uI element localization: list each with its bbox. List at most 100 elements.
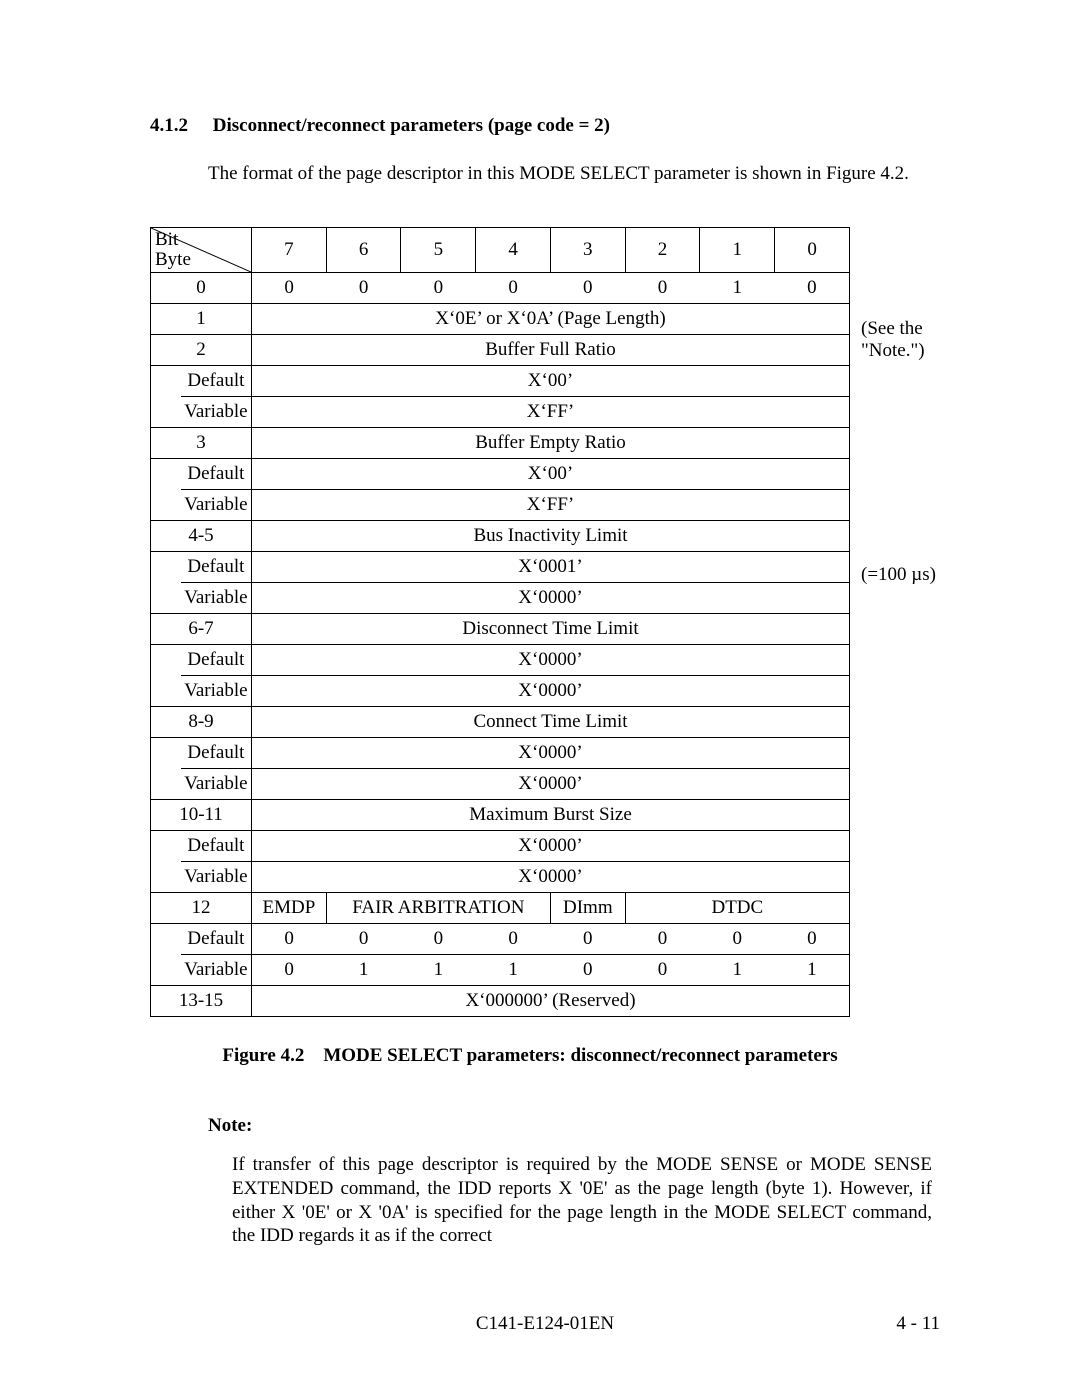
- byte-label: Byte: [155, 249, 191, 271]
- b12v-4: 1: [476, 955, 551, 986]
- byte-67-default: X‘0000’: [252, 645, 850, 676]
- bit-byte-header: Bit Byte: [151, 228, 252, 273]
- blank: [151, 769, 181, 800]
- blank: [151, 552, 181, 583]
- page-content: 4.1.2 Disconnect/reconnect parameters (p…: [150, 115, 940, 1248]
- blank: [151, 924, 181, 955]
- dimm-label: DImm: [550, 893, 625, 924]
- row-byte-2-default: Default X‘00’: [151, 366, 850, 397]
- byte-89-variable: X‘0000’: [252, 769, 850, 800]
- byte-1011-title: Maximum Burst Size: [252, 800, 850, 831]
- byte-45-variable: X‘0000’: [252, 583, 850, 614]
- emdp-label: EMDP: [252, 893, 327, 924]
- blank: [151, 676, 181, 707]
- section-heading: 4.1.2 Disconnect/reconnect parameters (p…: [150, 115, 940, 137]
- b12v-0: 1: [775, 955, 850, 986]
- byte-3-default: X‘00’: [252, 459, 850, 490]
- figure-label: Figure 4.2: [222, 1045, 304, 1066]
- b0-c6: 0: [326, 273, 401, 304]
- default-label: Default: [181, 924, 252, 955]
- row-byte-3-variable: Variable X‘FF’: [151, 490, 850, 521]
- byte-2-default: X‘00’: [252, 366, 850, 397]
- b12d-4: 0: [476, 924, 551, 955]
- byte-89-default: X‘0000’: [252, 738, 850, 769]
- variable-label: Variable: [181, 490, 252, 521]
- parameter-table: Bit Byte 7 6 5 4 3 2 1 0 0 0 0 0 0 0 0: [150, 227, 850, 1017]
- default-label: Default: [181, 366, 252, 397]
- row-byte-45-default: Default X‘0001’: [151, 552, 850, 583]
- col-6: 6: [326, 228, 401, 273]
- side-note-line2: "Note."): [861, 340, 925, 361]
- side-note-see: (See the "Note."): [861, 318, 925, 362]
- blank: [151, 738, 181, 769]
- row-byte-45-title: 4-5 Bus Inactivity Limit: [151, 521, 850, 552]
- row-byte-3-default: Default X‘00’: [151, 459, 850, 490]
- b0-c1: 1: [700, 273, 775, 304]
- b12v-6: 1: [326, 955, 401, 986]
- col-1: 1: [700, 228, 775, 273]
- blank: [151, 397, 181, 428]
- row-byte-12-default: Default 0 0 0 0 0 0 0 0: [151, 924, 850, 955]
- row-byte-89-title: 8-9 Connect Time Limit: [151, 707, 850, 738]
- blank: [151, 583, 181, 614]
- byte-1-label: 1: [151, 304, 252, 335]
- byte-1011-label: 10-11: [151, 800, 252, 831]
- blank: [151, 459, 181, 490]
- byte-67-title: Disconnect Time Limit: [252, 614, 850, 645]
- col-0: 0: [775, 228, 850, 273]
- variable-label: Variable: [181, 769, 252, 800]
- blank: [151, 831, 181, 862]
- blank: [151, 366, 181, 397]
- row-byte-2-title: 2 Buffer Full Ratio: [151, 335, 850, 366]
- byte-2-label: 2: [151, 335, 252, 366]
- row-byte-1: 1 X‘0E’ or X‘0A’ (Page Length): [151, 304, 850, 335]
- row-byte-1011-title: 10-11 Maximum Burst Size: [151, 800, 850, 831]
- b0-c5: 0: [401, 273, 476, 304]
- byte-3-label: 3: [151, 428, 252, 459]
- col-2: 2: [625, 228, 700, 273]
- table-wrapper: Bit Byte 7 6 5 4 3 2 1 0 0 0 0 0 0 0 0: [150, 227, 940, 1017]
- side-note-timing: (=100 µs): [861, 564, 936, 586]
- footer-doc-id: C141-E124-01EN: [150, 1313, 940, 1335]
- byte-2-title: Buffer Full Ratio: [252, 335, 850, 366]
- default-label: Default: [181, 552, 252, 583]
- b0-c4: 0: [476, 273, 551, 304]
- section-number: 4.1.2: [150, 115, 208, 137]
- b12v-2: 0: [625, 955, 700, 986]
- byte-89-label: 8-9: [151, 707, 252, 738]
- row-byte-67-variable: Variable X‘0000’: [151, 676, 850, 707]
- note-heading: Note:: [208, 1115, 940, 1137]
- dtdc-label: DTDC: [625, 893, 849, 924]
- figure-title: MODE SELECT parameters: disconnect/recon…: [323, 1045, 837, 1066]
- b0-c3: 0: [550, 273, 625, 304]
- b12v-5: 1: [401, 955, 476, 986]
- row-byte-12-fields: 12 EMDP FAIR ARBITRATION DImm DTDC: [151, 893, 850, 924]
- default-label: Default: [181, 738, 252, 769]
- row-byte-45-variable: Variable X‘0000’: [151, 583, 850, 614]
- byte-1315-span: X‘000000’ (Reserved): [252, 986, 850, 1017]
- b12v-7: 0: [252, 955, 327, 986]
- default-label: Default: [181, 459, 252, 490]
- col-7: 7: [252, 228, 327, 273]
- section-title: Disconnect/reconnect parameters (page co…: [213, 115, 610, 136]
- b0-c0: 0: [775, 273, 850, 304]
- blank: [151, 490, 181, 521]
- byte-0-label: 0: [151, 273, 252, 304]
- default-label: Default: [181, 831, 252, 862]
- b0-c7: 0: [252, 273, 327, 304]
- byte-45-default: X‘0001’: [252, 552, 850, 583]
- table-header-row: Bit Byte 7 6 5 4 3 2 1 0: [151, 228, 850, 273]
- col-3: 3: [550, 228, 625, 273]
- variable-label: Variable: [181, 862, 252, 893]
- row-byte-1011-default: Default X‘0000’: [151, 831, 850, 862]
- intro-text: The format of the page descriptor in thi…: [208, 163, 940, 185]
- byte-67-label: 6-7: [151, 614, 252, 645]
- blank: [151, 955, 181, 986]
- variable-label: Variable: [181, 676, 252, 707]
- row-byte-1011-variable: Variable X‘0000’: [151, 862, 850, 893]
- row-byte-89-default: Default X‘0000’: [151, 738, 850, 769]
- fair-arbitration-label: FAIR ARBITRATION: [326, 893, 550, 924]
- row-byte-0: 0 0 0 0 0 0 0 1 0: [151, 273, 850, 304]
- variable-label: Variable: [181, 397, 252, 428]
- row-byte-12-variable: Variable 0 1 1 1 0 0 1 1: [151, 955, 850, 986]
